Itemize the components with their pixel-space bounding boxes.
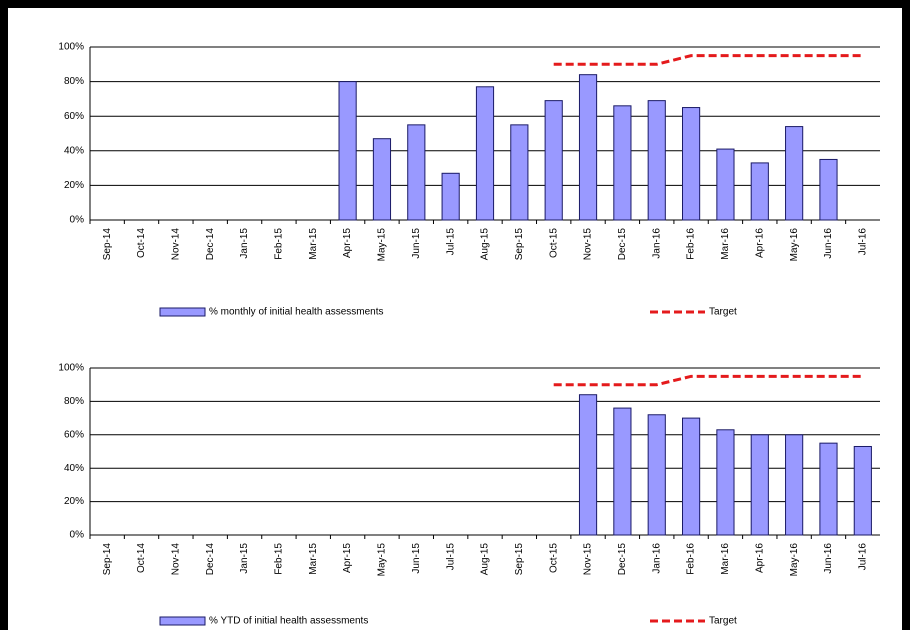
x-tick-label: Feb-16 [686, 228, 697, 260]
x-tick-label: Apr-15 [342, 543, 353, 573]
x-tick-label: Dec-14 [205, 543, 216, 576]
x-tick-label: Feb-15 [274, 543, 285, 575]
x-tick-label: May-15 [377, 543, 388, 577]
x-tick-label: Oct-14 [136, 543, 147, 573]
bar [785, 126, 804, 221]
bar [647, 414, 666, 536]
x-tick-label: Sep-15 [514, 228, 525, 261]
canvas [8, 8, 902, 630]
y-tick-label: 60% [64, 111, 84, 122]
x-tick-label: May-16 [789, 228, 800, 262]
bar [647, 100, 666, 221]
target-line [553, 54, 863, 66]
y-tick-label: 80% [64, 396, 84, 407]
bar [407, 124, 426, 221]
y-tick-label: 0% [70, 530, 85, 541]
y-tick-label: 60% [64, 429, 84, 440]
x-tick-label: May-15 [377, 228, 388, 262]
x-tick-label: Jul-16 [857, 543, 868, 571]
x-tick-label: Nov-15 [583, 228, 594, 261]
x-tick-label: May-16 [789, 543, 800, 577]
legend-label: Target [709, 616, 737, 627]
bar [716, 429, 735, 536]
x-tick-label: Dec-14 [205, 228, 216, 261]
target-line [553, 374, 863, 387]
x-tick-label: Jun-16 [823, 543, 834, 574]
x-tick-label: Apr-16 [754, 543, 765, 573]
x-tick-label: Mar-16 [720, 228, 731, 260]
x-tick-label: Jan-15 [239, 543, 250, 574]
bar [819, 442, 838, 536]
x-tick-label: Nov-14 [171, 543, 182, 576]
x-tick-label: Aug-15 [480, 543, 491, 576]
x-tick-label: Jan-16 [651, 543, 662, 574]
x-tick-label: Jun-15 [411, 543, 422, 574]
x-tick-label: Jul-16 [857, 228, 868, 256]
bar [475, 86, 495, 221]
x-tick-label: Sep-14 [102, 543, 113, 576]
legend-label: % YTD of initial health assessments [209, 616, 368, 627]
x-tick-label: Oct-15 [548, 543, 559, 573]
x-tick-label: Jun-15 [411, 228, 422, 259]
bar [750, 434, 769, 536]
x-tick-label: Apr-16 [754, 228, 765, 258]
x-tick-label: Sep-14 [102, 228, 113, 261]
x-tick-label: Jul-15 [445, 543, 456, 571]
bar [510, 124, 529, 221]
bar [441, 172, 460, 221]
y-tick-label: 40% [64, 145, 84, 156]
bar [372, 138, 392, 221]
x-tick-label: Jun-16 [823, 228, 834, 259]
x-tick-label: Jan-15 [239, 228, 250, 259]
y-tick-label: 80% [64, 76, 84, 87]
legend-swatch [159, 616, 206, 626]
x-tick-label: Jul-15 [445, 228, 456, 256]
x-tick-label: Dec-15 [617, 543, 628, 576]
bar [578, 394, 598, 536]
x-tick-label: Mar-15 [308, 228, 319, 260]
x-tick-label: Aug-15 [480, 228, 491, 261]
y-tick-label: 100% [58, 42, 84, 53]
x-tick-label: Nov-15 [583, 543, 594, 576]
bar [338, 81, 357, 221]
legend-label: % monthly of initial health assessments [209, 307, 384, 318]
bar [819, 158, 838, 221]
x-tick-label: Apr-15 [342, 228, 353, 258]
x-tick-label: Sep-15 [514, 543, 525, 576]
x-tick-label: Dec-15 [617, 228, 628, 261]
bar [544, 100, 563, 221]
y-tick-label: 20% [64, 496, 84, 507]
x-tick-label: Nov-14 [171, 228, 182, 261]
legend-label: Target [709, 307, 737, 318]
y-tick-label: 20% [64, 180, 84, 191]
bar [853, 445, 872, 536]
bar [785, 434, 804, 536]
bar [682, 417, 701, 536]
bar [716, 148, 735, 221]
y-tick-label: 40% [64, 463, 84, 474]
x-tick-label: Feb-15 [274, 228, 285, 260]
y-tick-label: 0% [70, 215, 85, 226]
x-tick-label: Feb-16 [686, 543, 697, 575]
x-tick-label: Oct-15 [548, 228, 559, 258]
x-tick-label: Mar-16 [720, 543, 731, 575]
x-tick-label: Oct-14 [136, 228, 147, 258]
bar [613, 105, 632, 221]
bar [613, 407, 632, 536]
legend-swatch [159, 307, 206, 317]
bar [682, 107, 701, 221]
y-tick-label: 100% [58, 363, 84, 374]
bar [750, 162, 769, 221]
x-tick-label: Mar-15 [308, 543, 319, 575]
bar [578, 74, 598, 221]
x-tick-label: Jan-16 [651, 228, 662, 259]
